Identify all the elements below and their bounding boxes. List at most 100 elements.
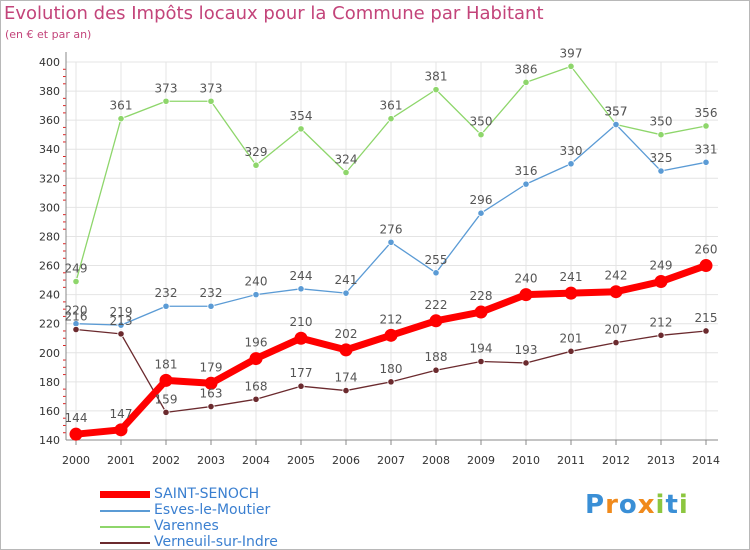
y-tick-label: 200 <box>39 347 60 360</box>
data-label: 357 <box>605 105 628 119</box>
legend-label-varennes: Varennes <box>154 518 219 534</box>
y-tick-label: 300 <box>39 201 60 214</box>
data-label: 179 <box>200 360 223 374</box>
data-label: 381 <box>425 70 448 84</box>
data-label: 177 <box>290 366 313 380</box>
axis-layer: 140 160 180 200 220 240 260 280 300 320 340 360 380 4… <box>39 52 720 467</box>
data-label: 356 <box>695 106 718 120</box>
legend-label-saint-senoch: SAINT-SENOCH <box>154 486 260 502</box>
data-label: 260 <box>695 243 718 257</box>
data-point <box>72 277 80 286</box>
x-tick-label: 2000 <box>62 454 90 467</box>
data-point <box>477 131 485 139</box>
data-point <box>297 285 305 293</box>
data-label: 324 <box>335 152 358 166</box>
data-point <box>162 97 170 105</box>
x-tick-label: 2013 <box>647 454 675 467</box>
data-label: 249 <box>65 262 88 276</box>
data-label: 163 <box>200 387 223 401</box>
y-tick-label: 380 <box>39 85 60 98</box>
data-point <box>207 402 215 411</box>
data-point <box>159 373 173 387</box>
data-label: 196 <box>245 336 268 350</box>
data-label: 325 <box>650 151 673 165</box>
x-tick-label: 2010 <box>512 454 540 467</box>
logo-letter: x <box>637 490 656 520</box>
data-point <box>612 338 620 347</box>
x-tick-label: 2008 <box>422 454 450 467</box>
data-point <box>657 131 665 139</box>
x-tick-label: 2007 <box>377 454 405 467</box>
data-point <box>702 122 710 130</box>
logo-letter: P <box>585 490 606 520</box>
data-point <box>387 238 395 246</box>
data-label: 242 <box>605 269 628 283</box>
y-tick-label: 340 <box>39 143 60 156</box>
data-label: 210 <box>290 315 313 329</box>
x-tick-label: 2012 <box>602 454 630 467</box>
data-label: 207 <box>605 323 628 337</box>
data-point <box>249 352 263 366</box>
data-point <box>72 325 80 334</box>
data-point <box>477 209 485 217</box>
data-label: 194 <box>470 341 493 355</box>
data-point <box>117 321 125 329</box>
data-point <box>567 160 575 168</box>
logo-letter: i <box>655 490 666 520</box>
data-point <box>522 359 530 367</box>
data-label: 201 <box>560 331 583 345</box>
data-label: 329 <box>245 145 268 159</box>
y-tick-label: 280 <box>39 230 60 243</box>
data-point <box>162 302 170 310</box>
data-point <box>564 286 578 300</box>
data-point <box>702 327 710 335</box>
logo-letter: t <box>665 490 679 520</box>
data-label: 240 <box>245 275 268 289</box>
data-label: 350 <box>470 115 493 129</box>
y-tick-label: 220 <box>39 318 60 331</box>
series-layer <box>69 62 713 441</box>
data-point <box>657 167 665 175</box>
data-point <box>342 289 350 297</box>
data-label: 168 <box>245 379 268 393</box>
data-point <box>294 331 308 345</box>
data-label: 147 <box>110 407 133 421</box>
data-point <box>252 395 260 403</box>
data-label-layer: 249 361 373 373 329 354 324 361 381 350 386 397 357 3… <box>65 46 718 425</box>
y-tick-label: 180 <box>39 376 60 389</box>
data-label: 386 <box>515 62 538 76</box>
data-label: 249 <box>650 259 673 273</box>
y-tick-label: 240 <box>39 289 60 302</box>
x-tick-label: 2004 <box>242 454 270 467</box>
data-label: 219 <box>110 305 133 319</box>
y-tick-label: 140 <box>39 434 60 447</box>
chart-title: Evolution des Impôts locaux pour la Comm… <box>4 3 544 24</box>
data-point <box>117 115 125 123</box>
data-label: 174 <box>335 371 358 385</box>
data-point <box>384 328 398 342</box>
data-point <box>702 158 710 166</box>
logo-letter: r <box>605 490 619 520</box>
data-label: 216 <box>65 310 88 324</box>
data-label: 240 <box>515 272 538 286</box>
data-label: 373 <box>155 81 178 95</box>
data-label: 350 <box>650 115 673 129</box>
data-point <box>162 408 170 416</box>
data-label: 331 <box>695 142 718 156</box>
data-label: 255 <box>425 253 448 267</box>
x-tick-label: 2005 <box>287 454 315 467</box>
data-label: 202 <box>335 327 358 341</box>
data-point <box>114 423 128 437</box>
y-tick-label: 260 <box>39 260 60 273</box>
data-label: 215 <box>695 311 718 325</box>
legend-label-verneuil-sur-indre: Verneuil-sur-Indre <box>154 534 278 550</box>
data-label: 357 <box>605 105 628 119</box>
data-point <box>297 125 305 133</box>
legend-swatch-verneuil-sur-indre <box>100 542 150 544</box>
data-label: 159 <box>155 392 178 406</box>
data-label: 373 <box>200 81 223 95</box>
data-label: 232 <box>200 286 223 300</box>
data-label: 296 <box>470 193 493 207</box>
